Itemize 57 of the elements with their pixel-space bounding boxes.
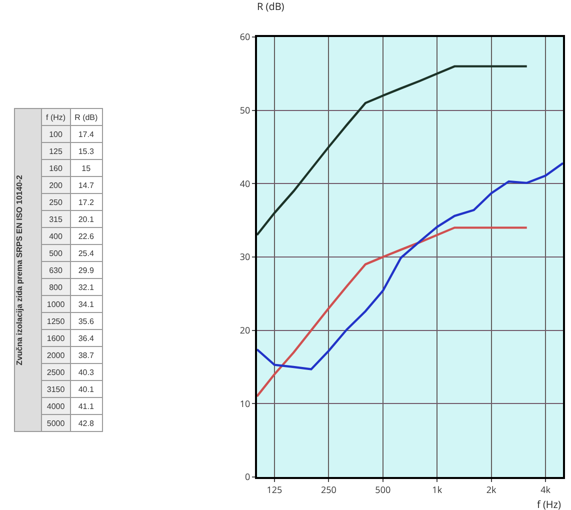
text: Zvučna izolacija zida prema SRPS EN ISO 10140-2 <box>15 174 25 366</box>
data-label: 38.7 <box>70 346 102 364</box>
category-label: 315 <box>42 210 70 228</box>
category-label: 800 <box>42 278 70 296</box>
data-label: 15 <box>70 160 102 176</box>
data-label: 22.6 <box>70 228 102 244</box>
data-label: 36.4 <box>70 330 102 346</box>
data-label: 42.8 <box>70 414 102 432</box>
category-label: 250 <box>42 194 70 210</box>
line-series <box>257 226 528 398</box>
text: f (Hz) <box>42 108 70 126</box>
line-series <box>257 162 563 370</box>
data-label: 14.7 <box>70 176 102 194</box>
data-label: 34.1 <box>70 296 102 312</box>
data-label: 40.3 <box>70 364 102 380</box>
category-label: 5000 <box>42 414 70 432</box>
data-label: 32.1 <box>70 278 102 296</box>
x-tick-label: 250 <box>320 482 336 496</box>
category-label: 3150 <box>42 380 70 398</box>
category-label: 500 <box>42 244 70 262</box>
category-label: 2000 <box>42 346 70 364</box>
y-tick-label: 20 <box>240 323 250 336</box>
x-tick-label: 125 <box>266 482 282 496</box>
data-label: 20.1 <box>70 210 102 228</box>
category-label: 1600 <box>42 330 70 346</box>
data-label: 25.4 <box>70 244 102 262</box>
category-label: 400 <box>42 228 70 244</box>
category-label: 100 <box>42 126 70 142</box>
category-label: 200 <box>42 176 70 194</box>
y-tick-label: 30 <box>240 250 250 264</box>
data-label: 15.3 <box>70 142 102 160</box>
category-label: 1250 <box>42 312 70 330</box>
data-label: 35.6 <box>70 312 102 330</box>
x-axis-title: f (Hz) <box>537 497 561 510</box>
category-label: 630 <box>42 262 70 278</box>
category-label: 160 <box>42 160 70 176</box>
data-label: 40.1 <box>70 380 102 398</box>
category-label: 125 <box>42 142 70 160</box>
x-tick-label: 500 <box>375 482 391 496</box>
y-tick-label: 40 <box>240 176 250 190</box>
y-tick-label: 60 <box>240 30 250 44</box>
x-tick-label: 2k <box>486 482 497 496</box>
y-tick-label: 0 <box>245 470 250 484</box>
category-label: 1000 <box>42 296 70 312</box>
data-label: 29.9 <box>70 262 102 278</box>
y-tick-label: 10 <box>240 396 250 410</box>
category-label: 4000 <box>42 398 70 414</box>
text: R (dB) <box>70 108 102 126</box>
category-label: 2500 <box>42 364 70 380</box>
data-label: 17.2 <box>70 194 102 210</box>
line-series <box>257 65 528 236</box>
data-label: 41.1 <box>70 398 102 414</box>
y-tick-label: 50 <box>240 103 250 116</box>
x-tick-label: 4k <box>540 482 551 496</box>
data-label: 17.4 <box>70 126 102 142</box>
x-tick-label: 1k <box>432 482 442 496</box>
y-axis-title: R (dB) <box>257 0 284 13</box>
